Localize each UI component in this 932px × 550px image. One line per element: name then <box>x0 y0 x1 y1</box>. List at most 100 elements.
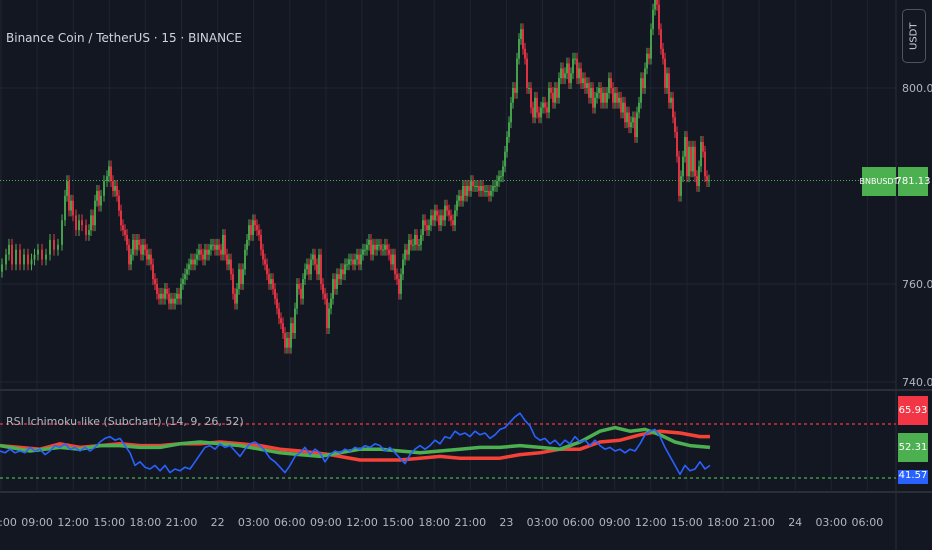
candle-body <box>5 254 7 265</box>
indicator-green-badge: 52.31 <box>898 433 928 462</box>
candle-body <box>558 78 560 98</box>
candle-body <box>284 333 286 348</box>
candle-body <box>474 186 476 187</box>
candle-body <box>256 225 258 231</box>
candle-body <box>220 249 222 255</box>
candle-body <box>660 29 662 49</box>
candle-body <box>68 181 70 211</box>
candle-body <box>482 186 484 191</box>
time-tick-label: 21:00 <box>743 516 775 529</box>
candle-body <box>232 274 234 294</box>
indicator-title: RSI Ichimoku-like (Subchart) (14, 9, 26,… <box>6 415 244 428</box>
candle-body <box>280 318 282 324</box>
candle-body <box>366 244 368 250</box>
candle-body <box>374 244 376 250</box>
candle-body <box>692 146 694 172</box>
candle-body <box>446 205 448 211</box>
candle-body <box>318 254 320 275</box>
candle-body <box>566 63 568 74</box>
candle-body <box>664 58 666 88</box>
candle-body <box>598 88 600 93</box>
candle-body <box>696 176 698 186</box>
candle-body <box>406 249 408 255</box>
candle-body <box>484 190 486 192</box>
candle-body <box>592 88 594 108</box>
candle-body <box>122 225 124 231</box>
candle-body <box>81 220 83 226</box>
candle-body <box>550 88 552 93</box>
candle-body <box>676 132 678 157</box>
time-tick-label: 12:00 <box>346 516 378 529</box>
candle-body <box>222 235 224 255</box>
candle-body <box>98 190 100 206</box>
time-tick-label: 23 <box>499 516 513 529</box>
candle-body <box>596 92 598 98</box>
time-tick-label: 09:00 <box>21 516 53 529</box>
candle-body <box>520 29 522 39</box>
candle-body <box>694 146 696 177</box>
candle-body <box>57 244 59 250</box>
candle-body <box>348 259 350 265</box>
candle-body <box>268 274 270 284</box>
candle-body <box>330 298 332 309</box>
candle-body <box>528 88 530 89</box>
candle-body <box>394 254 396 275</box>
candle-body <box>488 190 490 196</box>
candle-body <box>688 146 690 177</box>
candle-body <box>146 249 148 260</box>
candle-body <box>120 210 122 226</box>
candle-body <box>130 254 132 265</box>
candles <box>1 0 710 354</box>
candle-body <box>666 73 668 88</box>
candle-body <box>340 269 342 280</box>
candle-body <box>526 58 528 88</box>
candle-body <box>440 215 442 226</box>
candle-body <box>588 83 590 98</box>
candle-body <box>578 68 580 79</box>
last-price-badge: 781.13 <box>896 167 931 196</box>
candle-body <box>88 230 90 235</box>
time-tick-label: 21:00 <box>166 516 198 529</box>
candle-body <box>628 112 630 128</box>
candle-body <box>314 254 316 265</box>
price-tick-label: 760.00 <box>902 278 932 291</box>
candle-body <box>542 102 544 108</box>
candle-body <box>674 117 676 133</box>
candle-body <box>184 274 186 280</box>
candle-body <box>530 88 532 108</box>
candle-body <box>172 298 174 304</box>
candle-body <box>300 288 302 299</box>
candle-body <box>248 225 250 240</box>
candle-body <box>600 88 602 103</box>
candle-body <box>508 122 510 137</box>
candle-body <box>622 102 624 113</box>
candle-body <box>426 225 428 231</box>
candle-body <box>306 264 308 270</box>
currency-unit-button[interactable]: USDT <box>902 9 926 63</box>
candle-body <box>23 254 25 265</box>
candle-body <box>492 186 494 191</box>
candle-body <box>110 166 112 182</box>
indicator-blue-badge: 41.57 <box>898 470 928 484</box>
candle-body <box>420 235 422 245</box>
time-tick-label: 24 <box>788 516 802 529</box>
candle-body <box>604 92 606 103</box>
candle-body <box>290 323 292 348</box>
candle-body <box>41 249 43 260</box>
candle-body <box>194 259 196 265</box>
candle-body <box>210 244 212 250</box>
candle-body <box>704 151 706 177</box>
candle-body <box>372 244 374 255</box>
time-tick-label: 15:00 <box>382 516 414 529</box>
candle-body <box>586 83 588 88</box>
candle-body <box>160 293 162 299</box>
candle-body <box>33 254 36 260</box>
candle-body <box>576 58 578 79</box>
candle-body <box>630 122 632 128</box>
candle-body <box>444 205 446 221</box>
symbol-tag-badge: BNBUSDT <box>860 167 898 196</box>
candle-body <box>668 73 670 103</box>
time-tick-label: 06:00 <box>274 516 306 529</box>
